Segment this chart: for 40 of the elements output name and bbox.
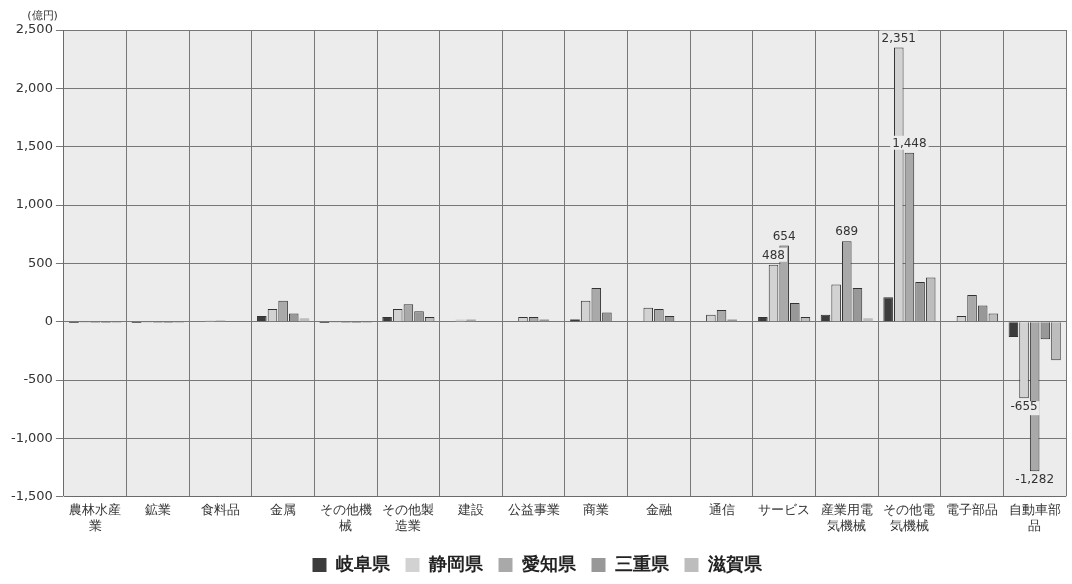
- data-label: -1,282: [1015, 472, 1055, 487]
- y-tick-label: -500: [23, 371, 53, 387]
- x-tick-label: 建設: [457, 501, 485, 517]
- legend-label: 三重県: [614, 552, 670, 574]
- x-tick-label: その他機械: [319, 501, 372, 533]
- y-tick-label: -1,000: [10, 429, 53, 445]
- x-tick-label: 金融: [645, 501, 672, 517]
- x-tick-label: サービス: [758, 501, 811, 517]
- y-tick-label: -1,500: [10, 488, 53, 504]
- data-label: 654: [772, 228, 796, 243]
- x-tick-label: 自動車部品: [1008, 501, 1061, 533]
- y-tick-label: 2,500: [15, 21, 53, 37]
- bar: [299, 318, 310, 322]
- data-label: 2,351: [881, 30, 916, 45]
- legend-label: 滋賀県: [706, 552, 763, 574]
- legend-label: 愛知県: [521, 552, 577, 574]
- x-tick-label: 鉱業: [144, 501, 171, 517]
- x-tick-label: その他電気機械: [883, 501, 936, 533]
- y-tick-label: 1,000: [15, 196, 53, 212]
- y-tick-label: 2,000: [15, 79, 53, 95]
- legend-label: 岐阜県: [335, 552, 391, 574]
- y-tick-label: 1,500: [15, 138, 53, 154]
- data-label: 689: [835, 224, 859, 239]
- data-label: 488: [762, 247, 785, 262]
- y-tick-label: 0: [44, 313, 53, 329]
- x-tick-label: 公益事業: [507, 501, 560, 517]
- x-tick-label: 農林水産業: [69, 501, 122, 533]
- x-tick-label: 電子部品: [946, 501, 999, 517]
- x-tick-label: 金属: [270, 501, 297, 517]
- bar: [863, 318, 873, 322]
- x-tick-label: 食料品: [200, 501, 240, 517]
- legend-label: 静岡県: [427, 552, 484, 574]
- x-tick-label: 商業: [583, 501, 610, 517]
- x-tick-label: 通信: [708, 501, 735, 517]
- x-tick-label: 産業用電気機械: [820, 501, 873, 533]
- data-label: 1,448: [892, 135, 927, 150]
- y-axis-title: (億円): [27, 9, 58, 23]
- x-tick-label: その他製造業: [382, 501, 435, 533]
- data-label: -655: [1010, 399, 1038, 414]
- y-tick-label: 500: [28, 254, 53, 270]
